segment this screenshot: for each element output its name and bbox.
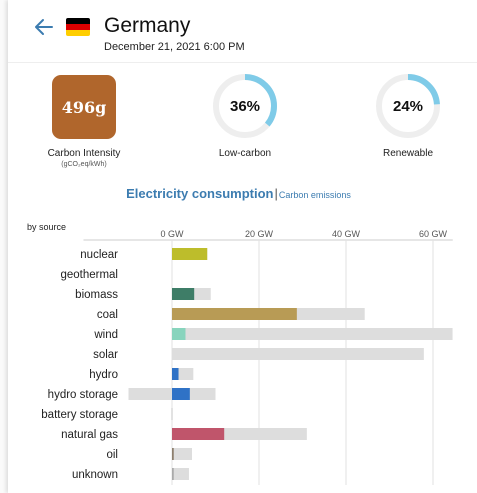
x-tick-label: 0 GW [160,229,184,239]
country-name: Germany [104,14,191,37]
chart-subtitle: by source [27,222,67,232]
x-tick-label: 40 GW [332,229,361,239]
capacity-bar [171,408,173,420]
low-carbon-value: 36% [229,97,261,115]
carbon-intensity-label: Carbon Intensity [47,148,121,159]
flag-stripe-black [66,18,90,24]
category-label: battery storage [41,409,118,421]
low-carbon-gauge: 36% [212,73,278,139]
category-label: natural gas [61,429,118,441]
renewable-gauge: 24% [375,73,441,139]
flag-stripe-red [66,24,90,30]
carbon-intensity-box: 496g [52,75,116,139]
capacity-bar [172,448,193,460]
renewable-label: Renewable [382,148,434,159]
category-label: solar [93,349,118,361]
category-label: geothermal [60,269,118,281]
production-bar [172,368,179,380]
category-label: oil [106,449,118,461]
production-bar [172,328,186,340]
carbon-intensity-value: 496g [61,97,107,117]
header-divider [8,62,477,63]
production-bar [172,428,225,440]
x-tick-label: 20 GW [245,229,274,239]
renewable-value: 24% [392,97,424,115]
flag-stripe-gold [66,30,90,36]
production-bar [172,448,174,460]
capacity-bar [172,348,424,360]
production-bar [172,308,297,320]
arrow-left-icon[interactable] [33,16,55,38]
renewable-arc [376,74,440,138]
category-label: unknown [72,469,118,481]
low-carbon-arc [213,74,277,138]
title-separator: | [274,186,278,201]
datetime: December 21, 2021 6:00 PM [104,41,245,53]
low-carbon-label: Low-carbon [218,148,272,159]
category-label: nuclear [80,249,118,261]
category-label: hydro storage [48,389,118,401]
category-label: wind [93,329,118,341]
capacity-bar [172,468,189,480]
germany-flag-icon [66,18,90,36]
chart-title: Electricity consumption|Carbon emissions [0,186,477,201]
production-bar [172,468,174,480]
production-bar [172,248,208,260]
carbon-intensity-unit: (gCO₂eq/kWh) [61,161,107,168]
production-bar [172,288,195,300]
category-label: biomass [75,289,118,301]
electricity-consumption-tab[interactable]: Electricity consumption [126,186,274,201]
x-tick-label: 60 GW [419,229,448,239]
capacity-bar [172,328,453,340]
category-label: coal [97,309,118,321]
production-bar [172,388,190,400]
carbon-emissions-tab[interactable]: Carbon emissions [278,190,351,200]
category-label: hydro [89,369,118,381]
